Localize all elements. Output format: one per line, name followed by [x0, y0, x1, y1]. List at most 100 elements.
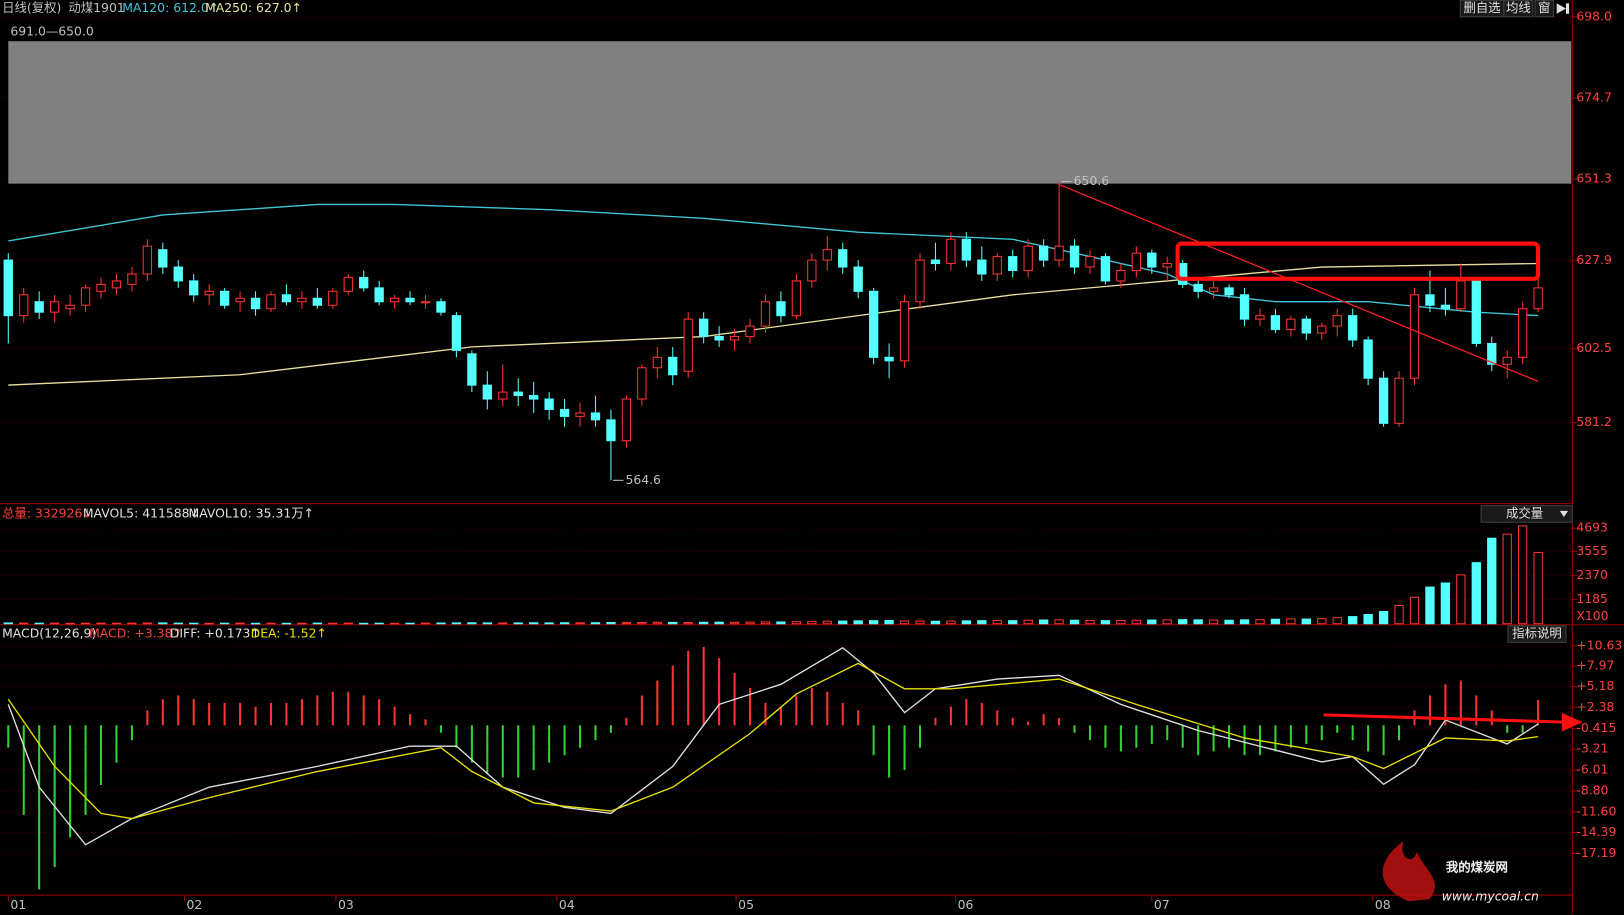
button-label[interactable]: 指标说明	[1512, 626, 1562, 641]
volume-bar	[1317, 618, 1327, 625]
candle-body	[745, 325, 755, 338]
candle-body	[266, 294, 276, 310]
volume-bar	[1069, 619, 1080, 625]
candle-body	[884, 356, 894, 362]
y-tick-label: -17.19	[1576, 845, 1616, 860]
indicator-selector[interactable]	[1480, 505, 1573, 523]
volume-bar	[1131, 619, 1142, 625]
red-arrowhead	[1561, 712, 1583, 732]
volume-bar	[838, 620, 848, 625]
candle-body	[1008, 256, 1018, 272]
volume-bar	[1456, 574, 1466, 625]
volume-bar	[1425, 586, 1435, 625]
candle-body	[219, 290, 230, 306]
help-button[interactable]	[1507, 625, 1567, 643]
trend-line	[1058, 184, 1539, 382]
candle-body	[49, 301, 60, 313]
candle-body	[1533, 287, 1543, 310]
volume-bar	[312, 622, 323, 625]
volume-bar	[529, 622, 539, 625]
candle-body	[34, 301, 44, 313]
y-tick-label: 3555	[1576, 543, 1608, 558]
legend-entry: 总量: 332926↓	[2, 505, 93, 520]
button-label[interactable]: 窗	[1538, 0, 1550, 15]
indicator-line	[7, 646, 1539, 846]
candle-body	[328, 290, 338, 306]
candle-body	[1409, 294, 1420, 379]
y-tick-label: 651.3	[1576, 171, 1612, 186]
candle-body	[652, 356, 662, 369]
candle-body	[204, 290, 214, 296]
candle-body	[451, 315, 462, 351]
x-tick-label: 08	[1375, 897, 1391, 912]
volume-bar	[853, 620, 863, 625]
expand-icon[interactable]	[1556, 3, 1570, 14]
volume-bar	[699, 621, 709, 625]
volume-bar	[49, 622, 60, 625]
volume-bar	[451, 622, 462, 625]
volume-bar	[498, 622, 508, 625]
highlight-box	[1175, 241, 1541, 281]
volume-bar	[1471, 562, 1481, 625]
y-tick-label: -11.60	[1576, 803, 1616, 818]
candle-body	[899, 301, 910, 362]
button-label[interactable]: 删自选	[1463, 0, 1500, 15]
y-tick-label: 698.0	[1576, 8, 1612, 23]
volume-bar	[3, 622, 13, 625]
volume-bar	[19, 622, 29, 625]
volume-bar	[482, 622, 492, 625]
candle-body	[189, 280, 199, 296]
x-tick-label: 05	[738, 897, 754, 912]
legend-entry: DEA: -1.52↑	[251, 626, 327, 641]
candle-body	[606, 419, 616, 442]
candle-body	[1131, 252, 1142, 272]
candle-body	[668, 356, 678, 376]
candle-body	[1270, 315, 1281, 331]
candle-body	[1286, 318, 1296, 331]
candle-body	[467, 353, 477, 386]
volume-bar	[1054, 619, 1064, 625]
candle-body	[1440, 304, 1451, 310]
candle-body	[3, 259, 13, 317]
volume-bar	[204, 622, 214, 625]
volume-bar	[1270, 618, 1281, 625]
candle-body	[946, 238, 956, 265]
volume-bar	[590, 622, 601, 625]
y-tick-label: 602.5	[1576, 340, 1612, 355]
candle-body	[1363, 339, 1373, 379]
volume-bar	[606, 621, 616, 625]
y-tick-label: -6.01	[1576, 762, 1608, 777]
selector-label[interactable]: 成交量	[1506, 505, 1543, 520]
volume-bar	[328, 622, 338, 625]
volume-bar	[1147, 619, 1157, 625]
toolbar-button[interactable]	[1534, 0, 1555, 18]
candle-body	[111, 280, 122, 289]
y-tick-label: -8.80	[1576, 782, 1608, 797]
candle-body	[961, 238, 972, 261]
volume-bar	[250, 622, 261, 625]
dropdown-icon[interactable]	[1559, 510, 1569, 518]
y-tick-label: +2.38	[1576, 699, 1614, 714]
volume-bar	[1440, 582, 1451, 625]
annotation-label: 564.6	[625, 472, 661, 487]
volume-bar	[745, 621, 755, 625]
toolbar-button[interactable]	[1503, 0, 1534, 18]
candle-body	[544, 398, 554, 410]
indicator-line	[8, 203, 1539, 317]
volume-bar	[930, 620, 941, 625]
candle-body	[637, 367, 647, 400]
volume-bar	[297, 622, 307, 625]
indicator-title: MACD(12,26,9)	[2, 626, 96, 641]
volume-bar	[729, 621, 740, 625]
candle-body	[575, 412, 585, 417]
volume-bar	[992, 619, 1002, 625]
volume-bar	[544, 622, 554, 625]
period-label: 日线(复权)	[2, 0, 61, 15]
button-label[interactable]: 均线	[1506, 0, 1531, 15]
volume-bar	[868, 620, 879, 625]
x-tick-label: 02	[187, 897, 203, 912]
volume-bar	[281, 622, 292, 625]
candle-body	[281, 294, 292, 303]
volume-bar	[652, 621, 662, 625]
volume-bar	[219, 622, 230, 625]
